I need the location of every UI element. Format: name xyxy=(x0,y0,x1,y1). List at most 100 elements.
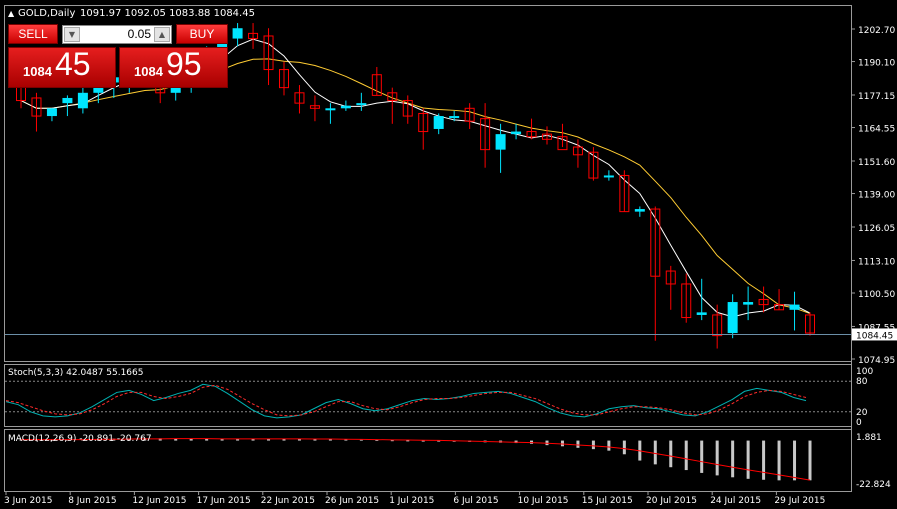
candle-body xyxy=(294,92,305,104)
macd-histogram-bar xyxy=(437,440,441,442)
macd-histogram-bar xyxy=(50,439,54,441)
date-label: 22 Jun 2015 xyxy=(261,496,315,506)
date-label: 3 Jun 2015 xyxy=(4,496,52,506)
sell-button[interactable]: SELL xyxy=(8,24,58,44)
candle-body xyxy=(495,134,506,150)
price-tick-label: 1100.50 xyxy=(858,290,895,300)
lot-size-input[interactable]: ▼ 0.05 ▲ xyxy=(62,25,172,44)
ask-price-button[interactable]: 1084 95 xyxy=(119,46,228,88)
macd-histogram-bar xyxy=(34,439,38,441)
date-label: 20 Jul 2015 xyxy=(646,496,697,506)
macd-histogram-bar xyxy=(267,438,271,441)
candle-body xyxy=(418,112,429,133)
lot-decrease-icon[interactable]: ▼ xyxy=(64,27,80,42)
candle-body xyxy=(805,314,815,334)
candle-body xyxy=(449,116,460,119)
candle-body xyxy=(526,131,537,138)
candle-body xyxy=(62,97,73,104)
stoch-signal-line xyxy=(5,384,807,417)
macd-histogram-bar xyxy=(189,438,193,441)
date-label: 12 Jun 2015 xyxy=(132,496,186,506)
candle-body xyxy=(217,38,228,52)
candle-body xyxy=(743,302,754,305)
macd-histogram-bar xyxy=(158,438,162,441)
macd-histogram-bar xyxy=(359,439,363,441)
current-price-tag xyxy=(852,328,897,341)
current-price-line: 1084.45 xyxy=(5,328,897,341)
candle-body xyxy=(77,92,88,109)
symbol-arrow-icon[interactable]: ▲ xyxy=(8,9,15,18)
candle-body xyxy=(309,105,320,109)
macd-signal-line xyxy=(21,438,811,481)
macd-histogram-bar xyxy=(220,439,224,441)
price-tick-label: 1074.95 xyxy=(858,356,895,366)
candle-body xyxy=(696,312,707,315)
macd-histogram-bar xyxy=(731,440,735,478)
candle-body xyxy=(433,116,444,129)
price-tick-label: 1139.00 xyxy=(858,191,895,201)
candle-body xyxy=(619,174,630,213)
macd-histogram-bar xyxy=(684,440,688,471)
candle-body xyxy=(557,136,568,151)
candle-body xyxy=(681,283,692,319)
date-label: 17 Jun 2015 xyxy=(197,496,251,506)
one-click-trading-panel: SELL ▼ 0.05 ▲ BUY 1084 45 1084 95 xyxy=(8,24,228,88)
candle-body xyxy=(650,208,661,277)
date-label: 6 Jul 2015 xyxy=(453,496,498,506)
macd-histogram-bar xyxy=(808,440,812,481)
candle-body xyxy=(263,35,274,71)
macd-histogram-bar xyxy=(390,440,394,442)
stoch-level-label: 100 xyxy=(856,367,873,377)
macd-histogram-bar xyxy=(700,440,704,473)
macd-histogram-bar xyxy=(375,439,379,441)
candle-body xyxy=(371,74,382,96)
macd-histogram-bar xyxy=(205,438,209,441)
price-tick-label: 1202.70 xyxy=(858,26,895,36)
candle-body xyxy=(758,298,769,306)
candle-body xyxy=(232,28,243,39)
candle-body xyxy=(665,270,676,285)
candle-body xyxy=(325,108,336,111)
price-tick-label: 1177.15 xyxy=(858,92,895,102)
bid-price-digits: 45 xyxy=(55,46,91,82)
ohlc-values: 1091.97 1092.05 1083.88 1084.45 xyxy=(80,8,255,19)
stoch-level-label: 80 xyxy=(856,377,868,387)
buy-button[interactable]: BUY xyxy=(176,24,228,44)
candle-body xyxy=(480,118,491,151)
bid-price-button[interactable]: 1084 45 xyxy=(8,46,116,88)
macd-axis-label: 1.881 xyxy=(856,433,882,443)
date-label: 1 Jul 2015 xyxy=(389,496,434,506)
macd-histogram-bar xyxy=(576,440,580,448)
candle-body xyxy=(511,131,522,135)
macd-histogram-bar xyxy=(421,440,425,442)
macd-histogram-bar xyxy=(591,440,595,450)
date-label: 8 Jun 2015 xyxy=(68,496,116,506)
macd-histogram-bar xyxy=(653,440,657,465)
bid-price-prefix: 1084 xyxy=(23,64,52,79)
stoch-level-label: 20 xyxy=(856,408,868,418)
stoch-level-label: 0 xyxy=(856,418,862,428)
price-axis: 1202.70 1190.10 1177.15 1164.55 1151.60 1139.… xyxy=(851,26,895,366)
candle-body xyxy=(248,32,259,40)
candle-body xyxy=(340,105,351,109)
macd-histogram-bar xyxy=(143,438,147,441)
slow-moving-average-line xyxy=(20,58,811,314)
ask-price-prefix: 1084 xyxy=(134,64,163,79)
macd-histogram-bar xyxy=(560,440,564,447)
macd-histogram-bar xyxy=(607,440,611,451)
date-label: 26 Jun 2015 xyxy=(325,496,379,506)
lot-increase-icon[interactable]: ▲ xyxy=(154,27,170,42)
macd-indicator: 1.881 -22.824 xyxy=(19,433,891,490)
candle-body xyxy=(402,100,413,117)
date-label: 15 Jul 2015 xyxy=(582,496,633,506)
candle-body xyxy=(464,107,475,122)
candle-body xyxy=(789,304,800,310)
date-label: 10 Jul 2015 xyxy=(518,496,569,506)
macd-label: MACD(12,26,9) -20.891 -20.767 xyxy=(8,434,152,444)
stoch-label: Stoch(5,3,3) 42.0487 55.1665 xyxy=(8,368,143,378)
candle-body xyxy=(387,92,398,102)
lot-size-value[interactable]: 0.05 xyxy=(127,27,151,41)
candle-body xyxy=(542,133,552,140)
macd-histogram-bar xyxy=(669,440,673,468)
